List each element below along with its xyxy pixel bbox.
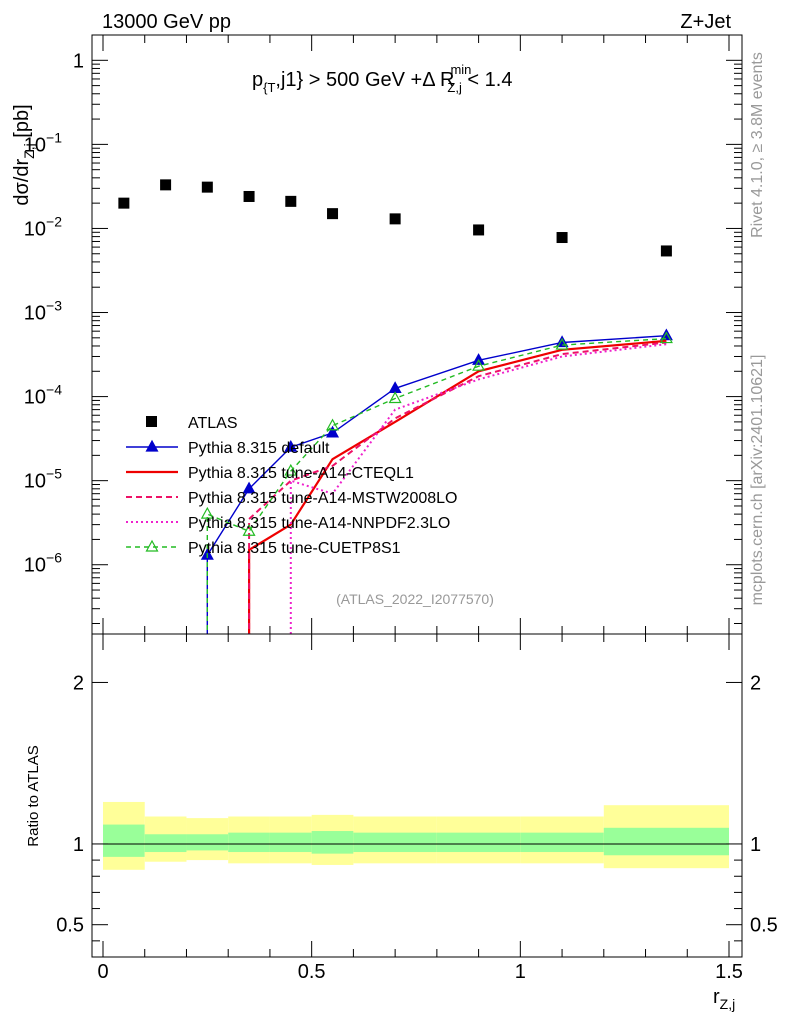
nnpdf-line (289, 343, 667, 634)
atlas-point (389, 213, 401, 225)
ratio-band-inner (353, 832, 437, 853)
mcplots-label: mcplots.cern.ch [arXiv:2401.10621] (749, 355, 766, 606)
ratio-band-inner (144, 834, 187, 853)
y-tick-label: 10−4 (24, 382, 62, 409)
y-tick-exp: −2 (46, 213, 62, 229)
cuetp8s1-point (326, 418, 340, 431)
ratio-ylabel: Ratio to ATLAS (25, 745, 42, 846)
ratio-y-label-left: 1 (73, 834, 84, 856)
ratio-y-label-left: 0.5 (56, 915, 84, 937)
atlas-point (201, 181, 213, 193)
cuetp8s1-point (284, 463, 298, 476)
cteql1-line (248, 339, 667, 634)
legend-marker-atlas (146, 416, 157, 427)
rivet-label: Rivet 4.1.0, ≥ 3.8M events (749, 52, 766, 238)
legend-marker-default (145, 439, 159, 452)
atlas-point (556, 232, 568, 244)
y-tick-label: 10−1 (24, 129, 62, 156)
xlabel: rZ,j (713, 986, 735, 1012)
mstw-line (248, 341, 667, 634)
cuetp8s1-point (242, 524, 256, 536)
atlas-point (473, 224, 485, 236)
y-tick-exp: −6 (46, 550, 62, 566)
y-tick-label: 1 (73, 50, 84, 72)
default-point (242, 481, 256, 494)
ratio-x-label: 0 (97, 961, 108, 983)
atlas-point (660, 245, 672, 257)
atlas-point (243, 190, 255, 202)
cuetp8s1-point (200, 506, 214, 519)
ratio-y-label-right: 1 (750, 834, 761, 856)
ratio-x-label: 1 (515, 961, 526, 983)
ratio-band-inner (228, 832, 270, 853)
header-left: 13000 GeV pp (102, 11, 231, 33)
legend: ATLAS Pythia 8.315 default Pythia 8.315 tu… (126, 415, 457, 557)
atlas-point (118, 197, 130, 209)
legend-label: Pythia 8.315 tune-A14-MSTW2008LO (188, 490, 457, 507)
cuetp8s1-point (472, 358, 486, 371)
y-tick-exp: −4 (46, 382, 62, 398)
cut-label: p{T,j1} > 500 GeV +Δ Rmin Z,j < 1.4 (252, 62, 512, 95)
legend-marker-cuetp8s1 (145, 539, 159, 552)
atlas-point (285, 195, 297, 207)
ratio-x-label: 1.5 (715, 961, 743, 983)
y-tick-base: 10 (24, 387, 46, 409)
ratio-y-label-right: 0.5 (750, 915, 778, 937)
cuetp8s1-line (206, 337, 667, 634)
main-ylabel: dσ/drZ,j [pb] (11, 104, 37, 205)
ratio-bands (103, 801, 729, 870)
ratio-band-inner (436, 832, 521, 853)
ratio-x-label: 0.5 (298, 961, 326, 983)
main-ylabel-sub: Z,j (21, 143, 37, 159)
ratio-band-inner (103, 824, 145, 857)
y-tick-label: 10−6 (24, 550, 62, 577)
ratio-frame (91, 633, 743, 958)
legend-label: Pythia 8.315 tune-A14-NNPDF2.3LO (188, 515, 450, 532)
legend-label: Pythia 8.315 tune-A14-CTEQL1 (188, 465, 414, 482)
legend-label: Pythia 8.315 tune-CUETP8S1 (188, 540, 401, 557)
y-tick-base: 10 (24, 218, 46, 240)
ratio-axes: 0.5 0.5 1 1 2 2 0 0.5 1 1.5 (56, 633, 778, 983)
y-tick-base: 10 (24, 134, 46, 156)
ratio-y-label-left: 2 (73, 672, 84, 694)
y-tick-base: 10 (24, 471, 46, 493)
ratio-band-inner (520, 832, 604, 853)
y-tick-exp: −5 (46, 466, 62, 482)
ratio-band-inner (186, 834, 229, 851)
default-point (284, 439, 298, 452)
y-tick-base: 10 (24, 303, 46, 325)
ratio-band-inner (269, 832, 312, 853)
y-tick-base: 10 (24, 555, 46, 577)
main-series-layer (118, 179, 673, 634)
cuetp8s1-point (659, 331, 673, 344)
default-point (326, 425, 340, 438)
legend-label: ATLAS (188, 415, 238, 432)
y-tick-exp: −1 (46, 129, 62, 145)
ratio-band-inner (603, 827, 729, 856)
y-tick-exp: −3 (46, 298, 62, 314)
ratio-band-inner (311, 831, 354, 854)
atlas-point (327, 208, 339, 220)
ratio-y-label-right: 2 (750, 672, 761, 694)
cuetp8s1-point (555, 337, 569, 350)
legend-label: Pythia 8.315 default (188, 440, 330, 457)
y-tick-label: 10−5 (24, 466, 62, 493)
y-tick-label: 10−2 (24, 213, 62, 240)
cuetp8s1-point (388, 391, 402, 404)
atlas-point (160, 179, 172, 191)
analysis-tag: (ATLAS_2022_I2077570) (336, 591, 494, 607)
y-tick-label: 10−3 (24, 298, 62, 325)
header-right: Z+Jet (680, 11, 731, 33)
